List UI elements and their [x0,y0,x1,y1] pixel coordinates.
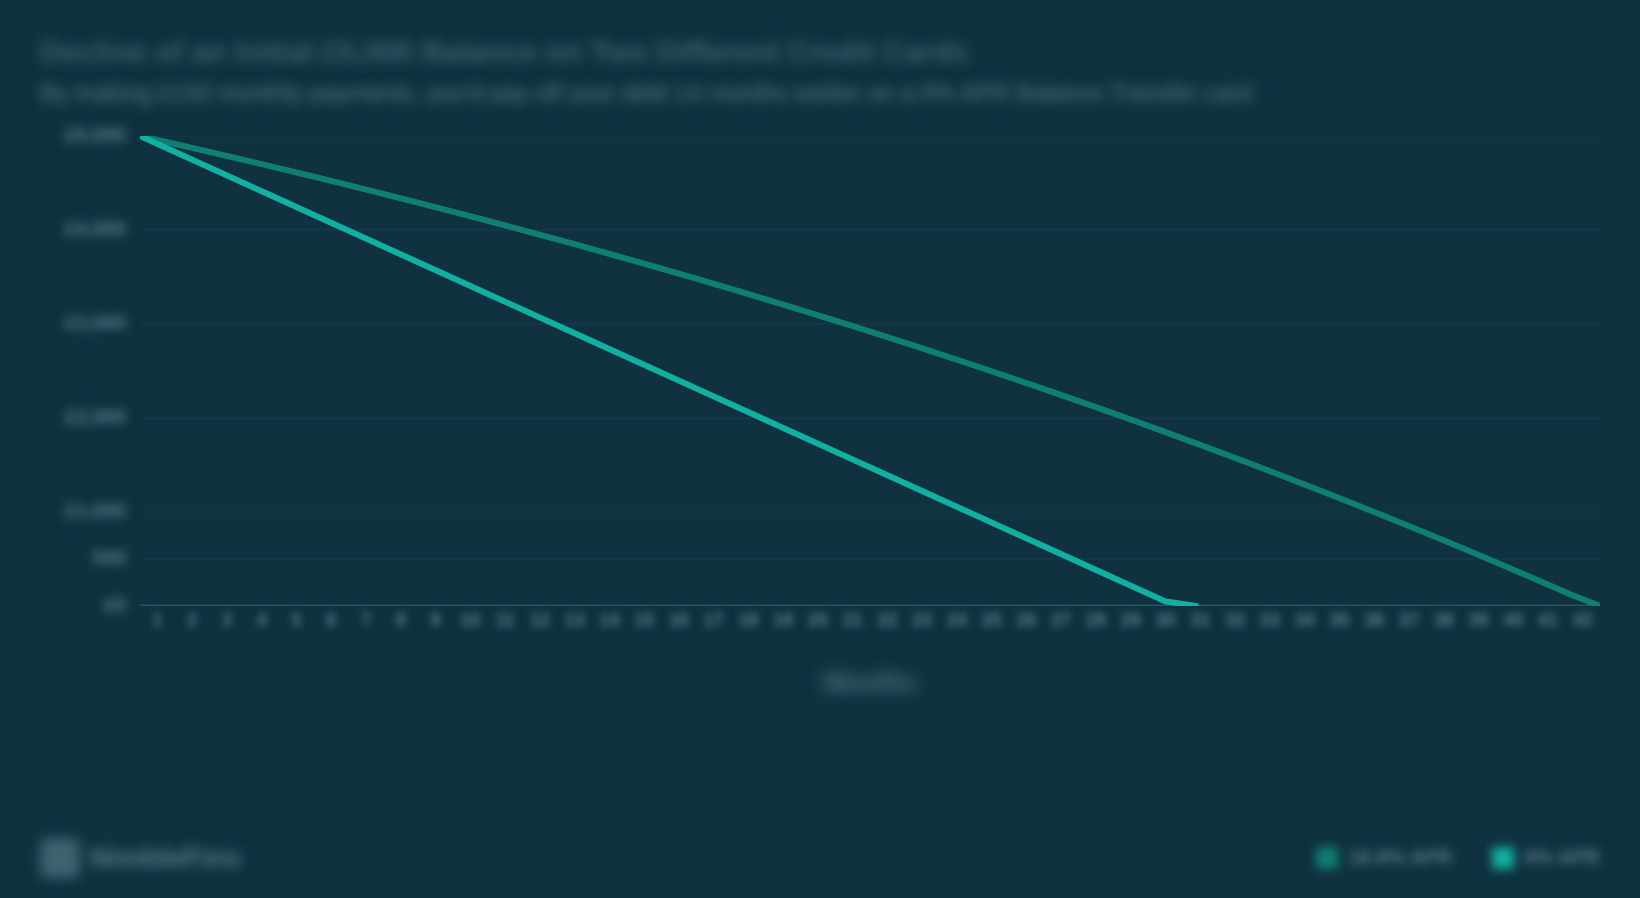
x-axis-labels: 1234567891011121314151617181920212223242… [140,610,1600,631]
x-tick-label: 6 [314,610,349,631]
x-tick-label: 29 [1113,610,1148,631]
x-tick-label: 8 [383,610,418,631]
legend-swatch [1316,847,1338,869]
x-tick-label: 16 [661,610,696,631]
x-tick-label: 21 [835,610,870,631]
chart-title: Decline of an Initial £5,000 Balance on … [40,36,1600,70]
x-tick-label: 19 [766,610,801,631]
y-tick-label: £2,000 [65,407,126,430]
x-tick-label: 11 [488,610,523,631]
x-axis-title: Months [140,667,1600,698]
x-tick-label: 30 [1148,610,1183,631]
x-tick-label: 12 [522,610,557,631]
x-tick-label: 13 [557,610,592,631]
x-tick-label: 5 [279,610,314,631]
x-tick-label: 28 [1079,610,1114,631]
footer: NimbleFins 18.9% APR 0% APR [40,838,1600,878]
y-tick-label: £3,000 [65,313,126,336]
x-tick-label: 42 [1565,610,1600,631]
x-tick-label: 41 [1531,610,1566,631]
x-tick-label: 7 [349,610,384,631]
chart: £5,000£4,000£3,000£2,000£1,000500£0 [40,136,1600,606]
x-tick-label: 35 [1322,610,1357,631]
y-tick-label: 500 [93,548,126,571]
series-line [140,136,1600,606]
chart-svg [140,136,1600,606]
x-tick-label: 36 [1357,610,1392,631]
x-tick-label: 18 [731,610,766,631]
x-tick-label: 1 [140,610,175,631]
legend-label: 0% APR [1524,847,1600,870]
legend-item: 18.9% APR [1316,847,1452,870]
series-line [140,136,1196,606]
y-tick-label: £4,000 [65,219,126,242]
x-tick-label: 15 [627,610,662,631]
x-tick-label: 24 [940,610,975,631]
x-tick-label: 33 [1253,610,1288,631]
x-tick-label: 23 [905,610,940,631]
y-axis-labels: £5,000£4,000£3,000£2,000£1,000500£0 [40,136,130,606]
x-tick-label: 34 [1287,610,1322,631]
legend-label: 18.9% APR [1348,847,1452,870]
y-tick-label: £5,000 [65,125,126,148]
y-tick-label: £1,000 [65,501,126,524]
x-tick-label: 4 [244,610,279,631]
x-tick-label: 10 [453,610,488,631]
x-tick-label: 25 [974,610,1009,631]
plot-area [140,136,1600,606]
brand-icon [40,838,80,878]
x-tick-label: 20 [801,610,836,631]
x-tick-label: 31 [1183,610,1218,631]
legend-item: 0% APR [1492,847,1600,870]
x-tick-label: 14 [592,610,627,631]
x-tick-label: 38 [1426,610,1461,631]
brand-name: NimbleFins [90,842,241,874]
inner: Decline of an Initial £5,000 Balance on … [40,36,1600,878]
x-tick-label: 2 [175,610,210,631]
page: Decline of an Initial £5,000 Balance on … [0,0,1640,898]
y-tick-label: £0 [104,595,126,618]
brand: NimbleFins [40,838,241,878]
x-tick-label: 26 [1009,610,1044,631]
x-tick-label: 27 [1044,610,1079,631]
x-tick-label: 22 [870,610,905,631]
x-tick-label: 40 [1496,610,1531,631]
x-tick-label: 32 [1218,610,1253,631]
legend: 18.9% APR 0% APR [1316,847,1600,870]
x-tick-label: 3 [210,610,245,631]
x-axis-wrap: 1234567891011121314151617181920212223242… [140,610,1600,698]
x-tick-label: 9 [418,610,453,631]
x-tick-label: 37 [1392,610,1427,631]
x-tick-label: 39 [1461,610,1496,631]
legend-swatch [1492,847,1514,869]
chart-subtitle: By making £150 monthly payments, you'd p… [40,80,1600,108]
x-tick-label: 17 [696,610,731,631]
